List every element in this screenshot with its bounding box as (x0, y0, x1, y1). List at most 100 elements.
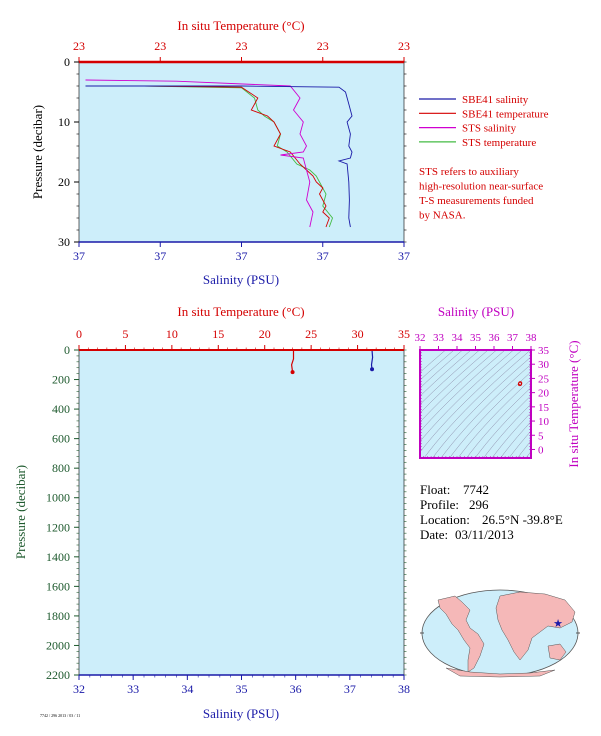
top-pressure-ticks: 0 10 20 30 (58, 55, 407, 249)
top-series-sbe41-salinity (85, 85, 353, 228)
land-antarctica (445, 667, 556, 678)
ts-density-contour (508, 430, 531, 458)
ts-density-contour (420, 350, 481, 405)
ts-sal-tick-label: 37 (507, 332, 519, 344)
bottom-temp-tick-label: 0 (76, 327, 82, 341)
map-land (437, 591, 576, 678)
bottom-series-end-marker (370, 367, 375, 372)
ts-density-contour (483, 403, 531, 458)
ts-point (518, 381, 523, 386)
top-pressure-tick-label: 20 (58, 175, 70, 189)
bottom-sal-tick-label: 32 (73, 682, 85, 696)
bottom-salinity-ticks: 32 33 34 35 36 37 38 (73, 675, 410, 696)
bottom-sal-tick-label: 37 (344, 682, 356, 696)
world-map: ★ (420, 589, 580, 678)
ts-density-contour (440, 364, 531, 458)
float-value: 7742 (463, 482, 489, 497)
top-series-sts-salinity (85, 79, 314, 228)
bottom-temp-tick-label: 35 (398, 327, 410, 341)
top-temp-tick-label: 23 (398, 39, 410, 53)
ts-density-contour (420, 350, 506, 432)
ts-density-contour (491, 412, 531, 458)
ts-density-contour (474, 395, 531, 458)
ts-density-contour (525, 450, 531, 458)
top-pressure-tick-label: 0 (64, 55, 70, 69)
footer-stamp: 7742 / 296 2013 / 03 / 11 (40, 713, 80, 718)
float-label: Float: (420, 482, 450, 497)
ts-sal-tick-label: 33 (433, 332, 445, 344)
top-chart: 23 23 23 23 23 In situ Temperature (°C) 0 10 2… (30, 18, 410, 287)
bottom-salinity-label: Salinity (PSU) (203, 706, 279, 721)
land-americas (437, 595, 485, 673)
top-salinity-ticks: 37 37 37 37 37 (73, 242, 410, 263)
top-temp-tick-label: 23 (73, 39, 85, 53)
bottom-series-sbe41-temperature (290, 350, 295, 373)
ts-temperature-label: In situ Temperature (°C) (566, 340, 581, 467)
bottom-sal-tick-label: 38 (398, 682, 410, 696)
ts-density-contour (466, 387, 531, 458)
top-pressure-tick-label: 30 (58, 235, 70, 249)
ts-temp-tick-label: 30 (538, 359, 550, 371)
land-africa-eurasia (495, 591, 576, 661)
sts-note-line: by NASA. (419, 210, 466, 222)
bottom-pressure-tick-label: 200 (52, 373, 70, 387)
top-profile-lines (85, 79, 353, 228)
bottom-sal-tick-label: 36 (290, 682, 302, 696)
bottom-pressure-tick-label: 1200 (46, 520, 70, 534)
ts-density-contours (420, 350, 531, 458)
location-value: 26.5°N -39.8°E (482, 512, 563, 527)
bottom-profile-lines (290, 349, 375, 375)
ts-salinity-ticks: 32 33 34 35 36 37 38 (415, 332, 538, 458)
top-sal-tick-label: 37 (154, 249, 166, 263)
ts-temp-tick-label: 20 (538, 388, 550, 400)
ts-density-contour (432, 356, 531, 458)
top-temp-tick-label: 23 (317, 39, 329, 53)
float-location-marker: ★ (553, 618, 563, 630)
ts-temp-tick-label: 35 (538, 345, 550, 357)
top-sal-tick-label: 37 (398, 249, 410, 263)
bottom-pressure-tick-label: 1600 (46, 579, 70, 593)
top-pressure-label: Pressure (decibar) (30, 105, 45, 199)
ts-points (517, 381, 523, 387)
bottom-sal-tick-label: 34 (181, 682, 193, 696)
sts-note-line: STS refers to auxiliary (419, 166, 519, 178)
ts-density-contour (423, 350, 531, 458)
date-value: 03/11/2013 (455, 527, 514, 542)
bottom-plot-area (79, 350, 404, 675)
ts-sal-tick-label: 32 (415, 332, 426, 344)
ts-density-contour (457, 379, 531, 458)
bottom-pressure-tick-label: 800 (52, 461, 70, 475)
ts-density-contour (517, 440, 531, 458)
bottom-sal-tick-label: 35 (236, 682, 248, 696)
ts-salinity-title: Salinity (PSU) (438, 304, 514, 319)
ts-temp-tick-label: 0 (538, 444, 544, 456)
top-sal-tick-label: 37 (73, 249, 85, 263)
profile-label: Profile: (420, 497, 459, 512)
top-salinity-label: Salinity (PSU) (203, 272, 279, 287)
ts-sal-tick-label: 38 (526, 332, 538, 344)
bottom-pressure-tick-label: 0 (64, 343, 70, 357)
ts-temperature-ticks: 35 30 25 20 15 10 5 0 (420, 345, 550, 456)
bottom-pressure-tick-label: 600 (52, 432, 70, 446)
legend-label: SBE41 temperature (462, 108, 549, 120)
bottom-pressure-ticks: 0 200 400 600 800 1000 1200 1400 1600 1800 2000 220… (46, 343, 407, 682)
top-temp-tick-label: 23 (236, 39, 248, 53)
bottom-pressure-tick-label: 400 (52, 402, 70, 416)
ts-temp-tick-label: 5 (538, 430, 544, 442)
top-temperature-ticks: 23 23 23 23 23 (73, 39, 410, 62)
top-plot-area (79, 62, 404, 242)
top-sal-tick-label: 37 (317, 249, 329, 263)
top-temp-tick-label: 23 (154, 39, 166, 53)
bottom-temp-tick-label: 20 (259, 327, 271, 341)
top-temperature-title: In situ Temperature (°C) (177, 18, 304, 33)
bottom-temp-tick-label: 15 (212, 327, 224, 341)
ts-temp-tick-label: 15 (538, 402, 550, 414)
ts-density-contour (420, 350, 498, 423)
bottom-temp-tick-label: 30 (352, 327, 364, 341)
ts-density-contour (420, 350, 515, 442)
bottom-sal-tick-label: 33 (127, 682, 139, 696)
bottom-temp-tick-label: 5 (122, 327, 128, 341)
bottom-series-end-marker (290, 370, 295, 375)
ts-sal-tick-label: 34 (452, 332, 464, 344)
ts-density-contour (420, 350, 523, 453)
